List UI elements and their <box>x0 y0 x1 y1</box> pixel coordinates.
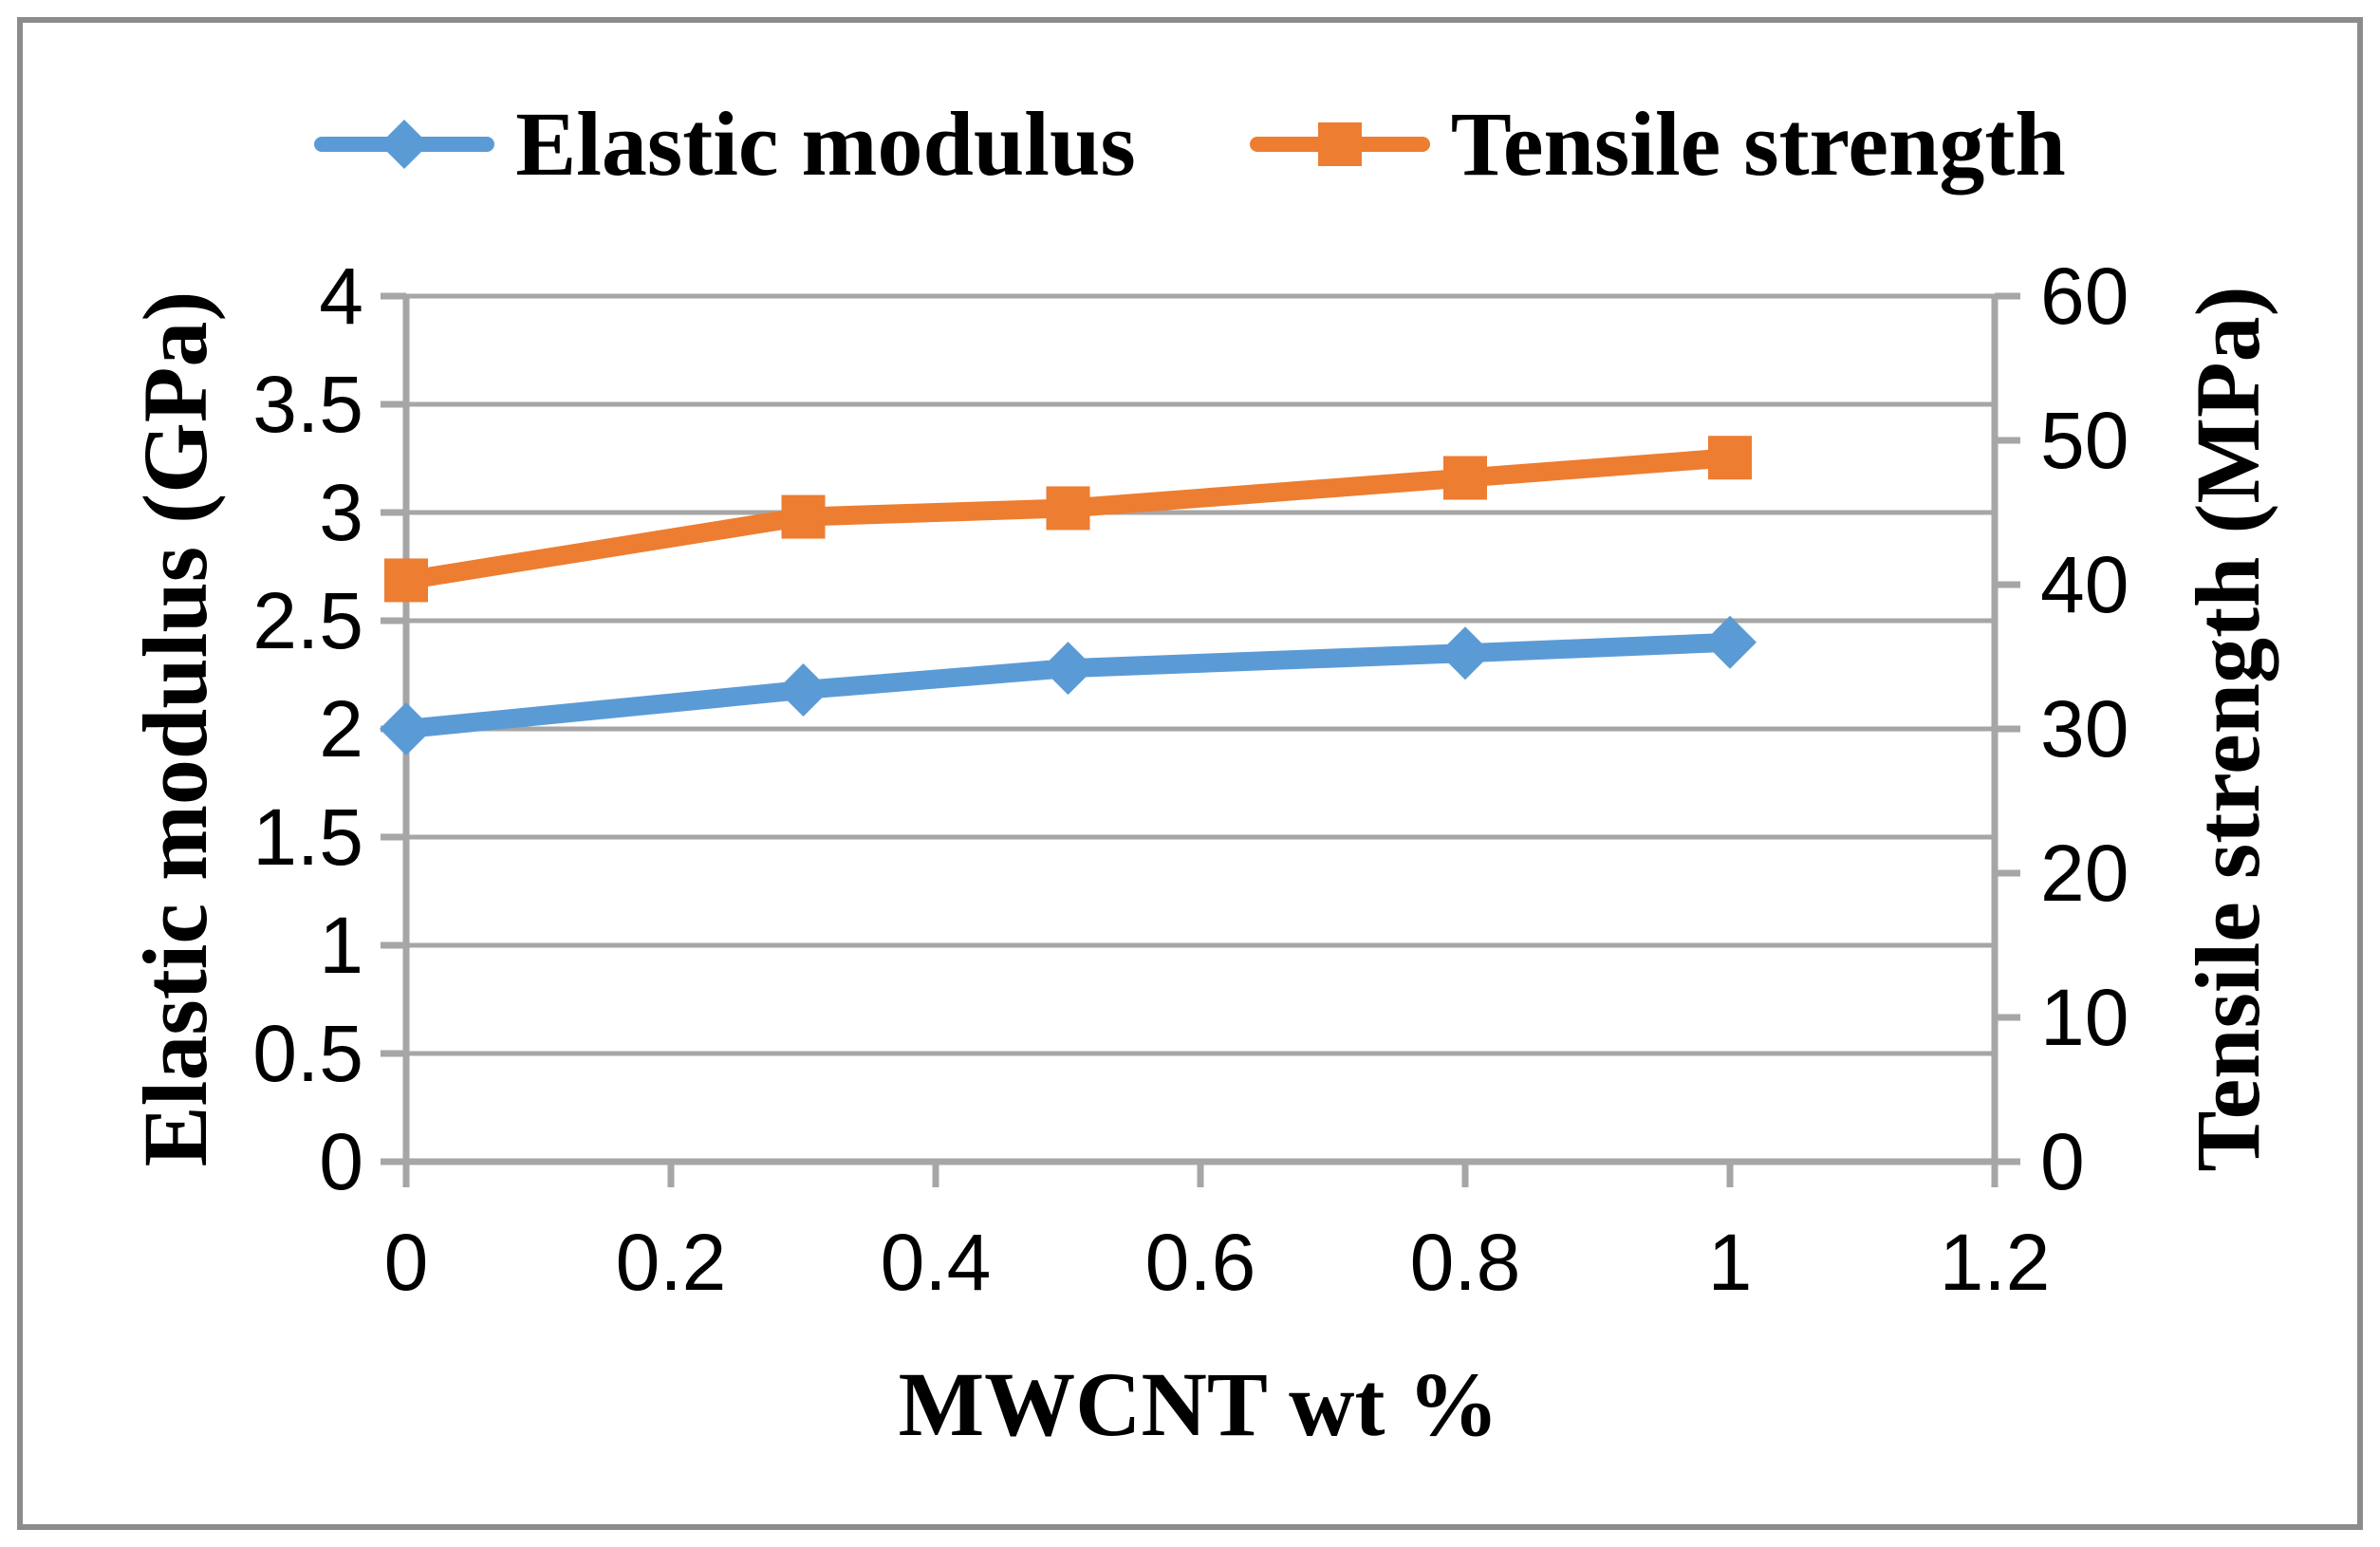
right-axis-tick-labels: 0 10 20 30 40 50 60 <box>2040 252 2129 1206</box>
legend-item-elastic-modulus: Elastic modulus <box>314 92 1136 196</box>
svg-text:0: 0 <box>2040 1117 2085 1206</box>
legend-sample-square-icon <box>1249 122 1430 166</box>
svg-text:30: 30 <box>2040 684 2129 774</box>
svg-text:60: 60 <box>2040 252 2129 341</box>
gridlines <box>406 293 1995 1165</box>
svg-text:0.6: 0.6 <box>1145 1218 1256 1307</box>
svg-text:50: 50 <box>2040 396 2129 485</box>
data-point-square <box>1708 436 1752 480</box>
left-axis-tick-labels: 0 0.5 1 1.5 2 2.5 3 3.5 4 <box>252 252 363 1206</box>
legend-item-tensile-strength: Tensile strength <box>1249 92 2066 196</box>
legend-label-tensile-strength: Tensile strength <box>1450 93 2066 195</box>
x-axis-tick-labels: 0 0.2 0.4 0.6 0.8 1 1.2 <box>384 1218 2051 1307</box>
svg-text:0.5: 0.5 <box>252 1009 363 1098</box>
svg-text:1: 1 <box>319 901 363 990</box>
data-point-diamond <box>1041 642 1095 696</box>
svg-text:0.4: 0.4 <box>881 1218 992 1307</box>
data-point-diamond <box>776 662 830 717</box>
right-axis-title: Tensile strength (MPa) <box>2177 286 2278 1172</box>
svg-text:20: 20 <box>2040 829 2129 918</box>
svg-text:0: 0 <box>319 1117 363 1206</box>
data-point-square <box>781 494 826 539</box>
svg-text:0.8: 0.8 <box>1410 1218 1521 1307</box>
svg-text:3.5: 3.5 <box>252 360 363 449</box>
data-point-diamond <box>1703 615 1757 669</box>
data-point-square <box>384 558 428 603</box>
svg-text:0: 0 <box>384 1218 429 1307</box>
data-point-diamond <box>380 702 433 755</box>
series-elastic-modulus <box>380 615 1757 755</box>
x-axis-title: MWCNT wt % <box>898 1353 1499 1455</box>
svg-text:2.5: 2.5 <box>252 576 363 665</box>
legend-label-elastic-modulus: Elastic modulus <box>515 93 1136 195</box>
svg-text:0.2: 0.2 <box>616 1218 727 1307</box>
svg-text:10: 10 <box>2040 973 2129 1062</box>
svg-text:1: 1 <box>1708 1218 1753 1307</box>
left-axis-title: Elastic modulus (GPa) <box>124 290 226 1167</box>
data-point-diamond <box>1439 626 1492 680</box>
data-point-square <box>1443 456 1487 500</box>
series-tensile-strength <box>384 436 1752 603</box>
legend: Elastic modulus Tensile strength <box>0 80 2380 209</box>
svg-text:40: 40 <box>2040 540 2129 629</box>
axes <box>381 292 2020 1187</box>
svg-text:4: 4 <box>319 252 363 341</box>
svg-text:2: 2 <box>319 684 363 774</box>
legend-sample-diamond-icon <box>314 120 495 169</box>
svg-text:3: 3 <box>319 468 363 557</box>
data-point-square <box>1046 486 1090 531</box>
svg-text:1.2: 1.2 <box>1940 1218 2051 1307</box>
svg-text:1.5: 1.5 <box>252 792 363 882</box>
